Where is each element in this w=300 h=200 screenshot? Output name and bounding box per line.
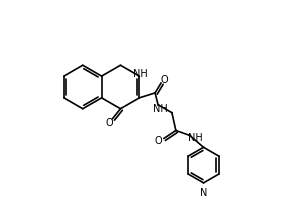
Text: NH: NH (153, 104, 167, 114)
Text: NH: NH (188, 133, 203, 143)
Text: O: O (154, 136, 162, 146)
Text: O: O (160, 75, 168, 85)
Text: NH: NH (133, 69, 148, 79)
Text: N: N (200, 188, 207, 198)
Text: O: O (106, 118, 113, 128)
